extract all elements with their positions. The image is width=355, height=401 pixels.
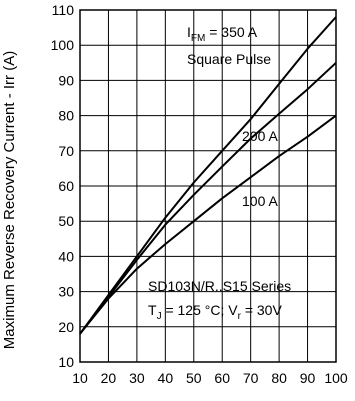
annotation-200a: 200 A [242, 128, 278, 144]
y-tick-label: 110 [52, 2, 75, 18]
x-tick-label: 10 [72, 370, 88, 386]
y-tick-label: 10 [58, 354, 74, 370]
y-tick-label: 60 [58, 178, 74, 194]
annotation-series-name: SD103N/R..S15 Series [148, 278, 291, 294]
x-tick-label: 50 [186, 370, 202, 386]
annotation-100a: 100 A [242, 193, 278, 209]
x-tick-labels: 10 20 30 40 50 60 70 80 90 100 [72, 370, 348, 386]
y-axis-label: Maximum Reverse Recovery Current - Irr (… [1, 51, 18, 349]
y-tick-label: 30 [58, 284, 74, 300]
x-tick-label: 70 [243, 370, 259, 386]
annotation-ifm: IFM = 350 A [187, 24, 258, 44]
annotation-square-pulse: Square Pulse [187, 51, 271, 67]
y-tick-label: 80 [58, 108, 74, 124]
y-tick-label: 40 [58, 248, 74, 264]
y-tick-label: 90 [58, 72, 74, 88]
y-tick-labels: 10 20 30 40 50 60 70 80 90 100 110 [51, 2, 75, 370]
x-tick-label: 40 [158, 370, 174, 386]
series-line-3 [79, 114, 337, 335]
plot-frame [79, 9, 337, 363]
series-lines [79, 16, 337, 335]
y-tick-label: 50 [58, 213, 74, 229]
x-tick-label: 80 [271, 370, 287, 386]
x-tick-label: 100 [324, 370, 348, 386]
y-tick-label: 70 [58, 143, 74, 159]
series-line-2 [79, 62, 337, 335]
x-tick-label: 30 [129, 370, 145, 386]
y-tick-label: 20 [58, 319, 74, 335]
x-tick-label: 90 [300, 370, 316, 386]
x-tick-label: 60 [214, 370, 230, 386]
y-tick-label: 100 [51, 37, 75, 53]
series-line-1 [79, 16, 337, 335]
annotation-conditions: TJ = 125 °C; Vr = 30V [148, 302, 282, 322]
x-tick-label: 20 [101, 370, 117, 386]
